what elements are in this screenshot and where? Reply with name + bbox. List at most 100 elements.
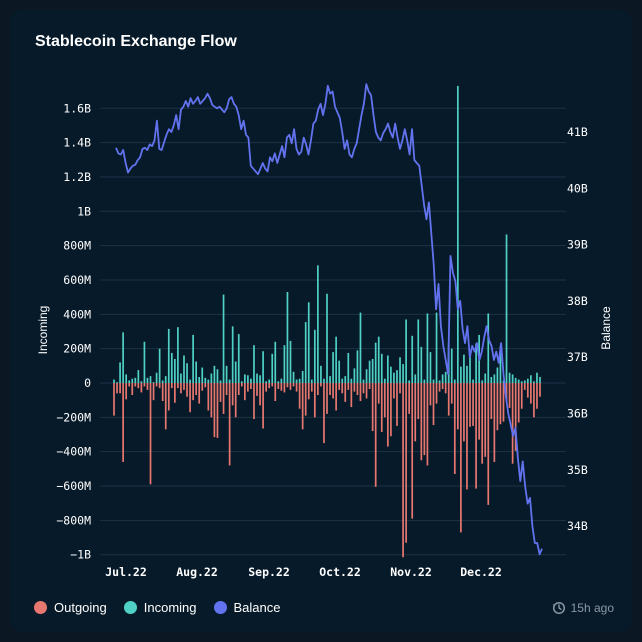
incoming-bar (341, 378, 344, 383)
incoming-bar (359, 312, 362, 383)
y-right-tick-label: 34B (567, 519, 588, 533)
incoming-bar (490, 376, 493, 383)
legend-item-incoming[interactable]: Incoming (123, 600, 197, 615)
legend-item-outgoing[interactable]: Outgoing (34, 600, 107, 615)
outgoing-bar (456, 383, 459, 430)
outgoing-bar (487, 383, 490, 505)
outgoing-bar (408, 383, 411, 414)
y-right-tick-label: 38B (567, 294, 588, 308)
incoming-bar (204, 377, 207, 383)
incoming-bar (192, 334, 194, 383)
outgoing-bar (237, 383, 240, 396)
outgoing-bar (463, 383, 465, 442)
outgoing-bar (161, 383, 164, 402)
legend-item-balance[interactable]: Balance (213, 600, 281, 615)
incoming-bar (219, 380, 222, 383)
incoming-bar (177, 327, 179, 383)
outgoing-bar (177, 383, 179, 389)
outgoing-bar (167, 383, 170, 411)
outgoing-bar (469, 383, 471, 427)
outgoing-bar (234, 383, 237, 418)
updated-text: 15h ago (570, 601, 614, 615)
y-left-tick-label: 0 (84, 376, 91, 390)
outgoing-bar (216, 383, 219, 438)
outgoing-bar (517, 383, 520, 423)
x-tick-label: Aug.22 (176, 565, 218, 579)
incoming-bar (180, 373, 182, 383)
y-left-tick-label: 1.4B (63, 136, 91, 150)
outgoing-bar (265, 383, 267, 392)
incoming-bar (310, 379, 313, 383)
incoming-bar (526, 378, 529, 383)
y-left-tick-label: −1B (70, 548, 91, 562)
outgoing-bar (429, 383, 432, 406)
incoming-bar (399, 357, 401, 383)
incoming-bar (237, 334, 240, 383)
incoming-bar (517, 379, 520, 383)
incoming-bar (484, 373, 487, 383)
incoming-bar (450, 348, 453, 383)
incoming-bar (143, 341, 146, 383)
outgoing-bar (326, 383, 328, 414)
incoming-bar (313, 329, 316, 383)
chart-title: Stablecoin Exchange Flow (35, 33, 237, 50)
outgoing-bar (289, 383, 292, 390)
outgoing-bar (207, 383, 210, 411)
outgoing-bar (444, 383, 447, 394)
outgoing-bar (146, 383, 149, 390)
y-right-tick-label: 36B (567, 407, 588, 421)
y-right-tick-label: 40B (567, 181, 588, 195)
y-left-tick-label: −800M (56, 513, 91, 527)
outgoing-bar (204, 383, 207, 388)
outgoing-bar (304, 383, 307, 416)
incoming-bar (371, 358, 374, 383)
incoming-bar (268, 379, 271, 383)
incoming-bar (286, 291, 289, 383)
incoming-bar (174, 358, 176, 383)
incoming-bar (317, 265, 319, 383)
incoming-bar (539, 376, 541, 383)
incoming-bar (113, 379, 115, 383)
incoming-bar (338, 360, 341, 383)
incoming-bar (265, 381, 267, 383)
outgoing-bar (295, 383, 298, 392)
incoming-bar (152, 382, 155, 383)
outgoing-bar (310, 383, 313, 392)
outgoing-bar (338, 383, 341, 390)
outgoing-bar (499, 383, 502, 425)
outgoing-bar (368, 383, 371, 390)
incoming-bar (423, 379, 426, 383)
incoming-bar (453, 379, 456, 383)
y-right-tick-label: 35B (567, 463, 588, 477)
outgoing-bar (307, 383, 310, 400)
y-left-tick-label: −400M (56, 445, 91, 459)
incoming-bar (122, 332, 124, 383)
incoming-bar (377, 336, 380, 383)
outgoing-bar (402, 383, 404, 558)
x-tick-label: Dec.22 (460, 565, 502, 579)
incoming-bar (195, 361, 198, 383)
incoming-bar (277, 381, 280, 383)
outgoing-bar (210, 383, 213, 418)
outgoing-bar (362, 383, 365, 394)
incoming-bar (466, 365, 468, 383)
incoming-bar (231, 326, 234, 383)
incoming-bar (335, 336, 337, 383)
outgoing-bar (350, 383, 353, 408)
incoming-bar (164, 376, 167, 383)
incoming-bar (137, 370, 140, 383)
incoming-bar (365, 369, 368, 383)
incoming-bar (417, 319, 420, 383)
incoming-bar (158, 348, 161, 383)
outgoing-bar (359, 383, 362, 402)
outgoing-bar (496, 383, 499, 431)
outgoing-bar (475, 383, 477, 489)
incoming-bar (189, 379, 191, 383)
incoming-swatch (123, 601, 137, 614)
outgoing-bar (393, 383, 395, 399)
outgoing-bar (438, 383, 441, 392)
incoming-bar (536, 372, 538, 383)
outgoing-bar (502, 383, 505, 422)
outgoing-bar (383, 383, 386, 418)
incoming-bar (253, 345, 255, 383)
